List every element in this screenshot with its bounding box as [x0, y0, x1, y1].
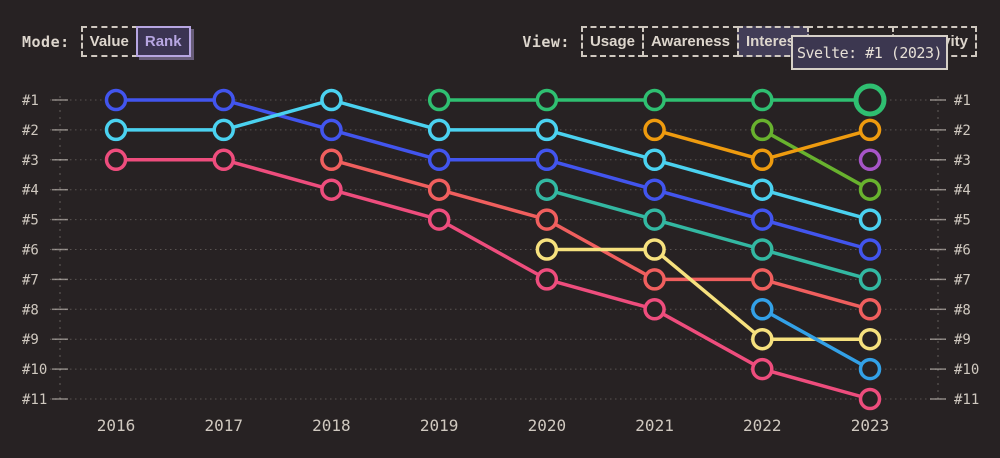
data-point-line-pink[interactable] — [751, 357, 774, 381]
data-point-line-orange[interactable] — [751, 148, 774, 172]
data-point-line-teal[interactable] — [643, 208, 666, 231]
data-point-line-pink[interactable] — [643, 298, 666, 321]
point-tooltip: Svelte: #1 (2023) — [791, 35, 948, 70]
mode-option-value[interactable]: Value — [80, 26, 138, 57]
data-point-line-cyan[interactable] — [643, 148, 666, 172]
data-point-line-lightblue[interactable] — [858, 357, 882, 381]
data-point-line-cyan[interactable] — [320, 88, 343, 112]
view-option-usage[interactable]: Usage — [580, 26, 644, 57]
data-point-line-salmon[interactable] — [427, 178, 451, 201]
data-point-line-blue[interactable] — [535, 148, 559, 172]
data-point-line-blue[interactable] — [212, 88, 235, 112]
data-point-line-cyan[interactable] — [858, 208, 882, 231]
data-point-svelte[interactable] — [427, 88, 451, 112]
series-line-line-lightgreen — [760, 128, 872, 192]
data-point-line-cyan[interactable] — [212, 118, 235, 142]
data-point-line-cyan[interactable] — [751, 178, 774, 201]
data-point-line-cyan[interactable] — [427, 118, 451, 142]
data-point-svelte[interactable] — [751, 88, 774, 112]
mode-toggle-group: Mode: Value Rank — [22, 26, 191, 57]
series-line-line-salmon — [329, 158, 872, 312]
data-point-svelte[interactable] — [535, 88, 559, 112]
data-point-line-salmon[interactable] — [320, 148, 343, 172]
year-label: 2022 — [743, 416, 782, 435]
year-label: 2019 — [420, 416, 459, 435]
data-point-line-pink[interactable] — [104, 148, 128, 172]
data-point-line-lightgreen[interactable] — [751, 118, 774, 142]
rank-label-right: #5 — [954, 213, 971, 229]
rank-label-left: #10 — [22, 362, 47, 378]
data-point-line-teal[interactable] — [858, 268, 882, 291]
data-point-line-pink[interactable] — [535, 268, 559, 291]
data-point-line-blue[interactable] — [643, 178, 666, 201]
data-point-line-pink[interactable] — [320, 178, 343, 201]
data-point-line-salmon[interactable] — [643, 268, 666, 291]
rank-label-right: #9 — [954, 332, 971, 348]
year-label: 2021 — [635, 416, 674, 435]
data-point-line-yellow[interactable] — [751, 327, 774, 351]
rank-label-right: #3 — [954, 153, 971, 169]
data-point-line-yellow[interactable] — [535, 238, 559, 261]
data-point-line-purple[interactable] — [858, 148, 882, 172]
data-point-line-yellow[interactable] — [643, 238, 666, 261]
data-point-line-cyan[interactable] — [104, 118, 128, 142]
rank-label-right: #1 — [954, 93, 971, 109]
data-point-line-blue[interactable] — [427, 148, 451, 172]
data-point-line-salmon[interactable] — [858, 298, 882, 321]
rank-label-left: #1 — [22, 93, 39, 109]
data-point-line-yellow[interactable] — [858, 327, 882, 351]
rank-label-left: #11 — [22, 392, 47, 408]
data-point-line-orange[interactable] — [643, 118, 666, 142]
series-line-line-blue — [114, 98, 872, 252]
rank-label-left: #2 — [22, 123, 39, 139]
data-point-line-pink[interactable] — [212, 148, 235, 172]
rank-label-right: #4 — [954, 183, 971, 199]
data-point-line-cyan[interactable] — [535, 118, 559, 142]
rank-label-right: #10 — [954, 362, 979, 378]
rank-label-left: #7 — [22, 272, 39, 288]
year-label: 2016 — [97, 416, 136, 435]
rank-label-left: #4 — [22, 183, 39, 199]
data-point-line-pink[interactable] — [858, 387, 882, 411]
data-point-line-salmon[interactable] — [535, 208, 559, 231]
series-line-line-pink — [114, 158, 872, 401]
rank-label-left: #3 — [22, 153, 39, 169]
data-point-line-blue[interactable] — [104, 88, 128, 112]
rank-label-left: #5 — [22, 213, 39, 229]
data-point-line-salmon[interactable] — [751, 268, 774, 291]
rank-label-right: #6 — [954, 243, 971, 259]
mode-option-rank[interactable]: Rank — [135, 26, 191, 57]
rank-label-right: #11 — [954, 392, 979, 408]
data-point-highlighted-svelte[interactable] — [853, 83, 887, 117]
year-label: 2020 — [528, 416, 567, 435]
rank-label-left: #8 — [22, 302, 39, 318]
data-point-line-orange[interactable] — [858, 118, 882, 142]
data-point-line-blue[interactable] — [751, 208, 774, 231]
year-label: 2023 — [851, 416, 890, 435]
rank-label-right: #8 — [954, 302, 971, 318]
data-point-line-blue[interactable] — [858, 238, 882, 261]
data-point-line-blue[interactable] — [320, 118, 343, 142]
series-line-line-teal — [545, 187, 872, 282]
data-point-line-lightblue[interactable] — [751, 298, 774, 321]
series-line-line-cyan — [114, 98, 872, 222]
view-option-awareness[interactable]: Awareness — [642, 26, 739, 57]
mode-label: Mode: — [22, 32, 70, 51]
data-point-svelte[interactable] — [643, 88, 666, 112]
data-point-line-teal[interactable] — [751, 238, 774, 261]
rank-label-left: #6 — [22, 243, 39, 259]
series-line-line-lightblue — [760, 307, 872, 371]
data-point-line-pink[interactable] — [427, 208, 451, 231]
rank-label-right: #2 — [954, 123, 971, 139]
view-label: View: — [522, 32, 570, 51]
rank-label-right: #7 — [954, 272, 971, 288]
year-label: 2017 — [204, 416, 243, 435]
rank-label-left: #9 — [22, 332, 39, 348]
data-point-line-teal[interactable] — [535, 178, 559, 201]
data-point-line-lightgreen[interactable] — [858, 178, 882, 201]
year-label: 2018 — [312, 416, 351, 435]
